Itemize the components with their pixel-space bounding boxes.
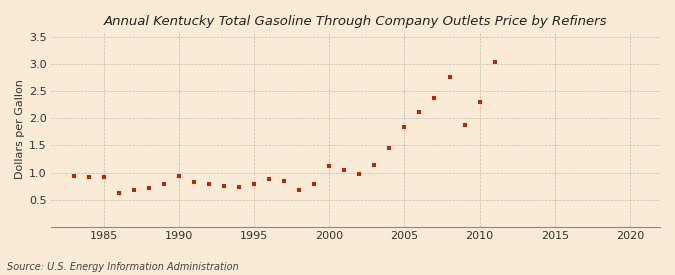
Point [279, 178, 290, 183]
Point [264, 177, 275, 181]
Title: Annual Kentucky Total Gasoline Through Company Outlets Price by Refiners: Annual Kentucky Total Gasoline Through C… [104, 15, 608, 28]
Point [204, 182, 215, 187]
Point [308, 182, 319, 186]
Y-axis label: Dollars per Gallon: Dollars per Gallon [15, 79, 25, 179]
Point [384, 146, 395, 150]
Point [68, 174, 79, 178]
Point [459, 123, 470, 127]
Point [294, 188, 304, 192]
Point [173, 174, 184, 178]
Point [339, 168, 350, 172]
Point [444, 75, 455, 79]
Text: Source: U.S. Energy Information Administration: Source: U.S. Energy Information Administ… [7, 262, 238, 272]
Point [399, 124, 410, 129]
Point [113, 191, 124, 195]
Point [414, 110, 425, 114]
Point [234, 184, 244, 189]
Point [219, 184, 230, 188]
Point [99, 175, 109, 180]
Point [83, 175, 94, 180]
Point [248, 182, 259, 187]
Point [489, 60, 500, 64]
Point [188, 180, 199, 185]
Point [474, 100, 485, 104]
Point [369, 163, 380, 167]
Point [159, 182, 169, 187]
Point [143, 185, 154, 190]
Point [429, 96, 440, 100]
Point [128, 188, 139, 192]
Point [354, 171, 364, 176]
Point [324, 164, 335, 168]
